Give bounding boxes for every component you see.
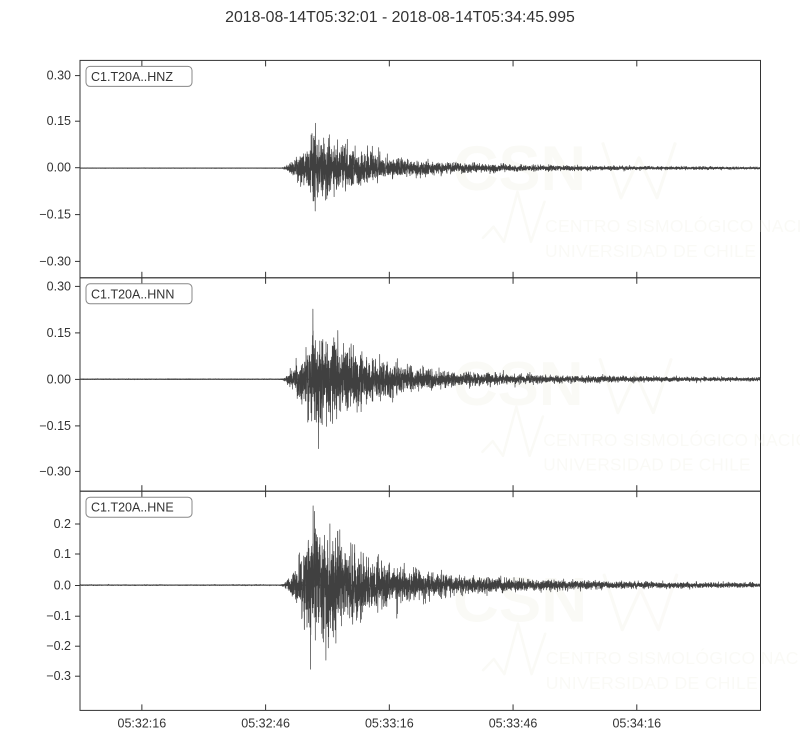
svg-text:C1.T20A..HNE: C1.T20A..HNE [91,501,174,515]
svg-text:0.30: 0.30 [47,69,71,83]
svg-text:UNIVERSIDAD DE CHILE: UNIVERSIDAD DE CHILE [543,455,751,475]
svg-text:−0.30: −0.30 [39,254,71,268]
svg-text:05:34:16: 05:34:16 [612,716,661,730]
svg-text:05:33:46: 05:33:46 [489,716,538,730]
svg-text:CENTRO SISMOLÓGICO NACIONAL: CENTRO SISMOLÓGICO NACIONAL [546,647,800,668]
svg-text:−0.2: −0.2 [46,639,71,653]
svg-text:UNIVERSIDAD DE CHILE: UNIVERSIDAD DE CHILE [545,241,756,261]
svg-text:C1.T20A..HNZ: C1.T20A..HNZ [91,70,173,84]
svg-text:0.0: 0.0 [54,579,71,593]
svg-text:0.15: 0.15 [47,326,71,340]
svg-text:−0.15: −0.15 [39,208,71,222]
svg-text:C1.T20A..HNN: C1.T20A..HNN [91,287,174,301]
svg-text:CSN: CSN [453,566,587,636]
svg-text:−0.1: −0.1 [46,609,71,623]
svg-text:0.2: 0.2 [54,517,71,531]
svg-text:UNIVERSIDAD DE CHILE: UNIVERSIDAD DE CHILE [546,673,758,693]
svg-text:−0.30: −0.30 [39,464,71,478]
svg-text:0.1: 0.1 [54,547,71,561]
svg-text:−0.15: −0.15 [39,419,71,433]
svg-text:05:32:16: 05:32:16 [118,716,167,730]
svg-text:CENTRO SISMOLÓGICO NACIONAL: CENTRO SISMOLÓGICO NACIONAL [543,430,800,450]
svg-text:−0.3: −0.3 [46,669,71,683]
svg-text:05:32:46: 05:32:46 [241,716,290,730]
svg-text:0.00: 0.00 [47,161,71,175]
svg-text:0.30: 0.30 [47,279,71,293]
svg-text:0.00: 0.00 [47,372,71,386]
svg-text:2018-08-14T05:32:01 - 2018-0: 2018-08-14T05:32:01 - 2018-08-14T05:34:4… [225,9,575,26]
svg-text:CENTRO SISMOLÓGICO NACIONAL: CENTRO SISMOLÓGICO NACIONAL [545,215,800,236]
svg-text:0.15: 0.15 [47,114,71,128]
svg-text:05:33:16: 05:33:16 [365,716,414,730]
